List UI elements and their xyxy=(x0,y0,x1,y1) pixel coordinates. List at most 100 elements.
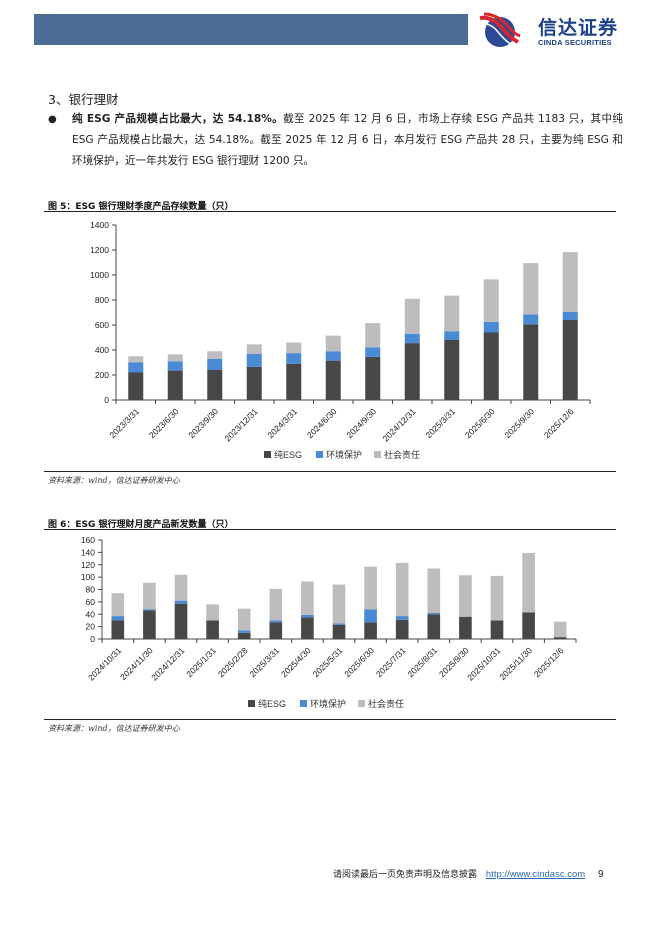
x-tick-label: 2025/5/31 xyxy=(311,645,345,679)
bar-segment-1 xyxy=(174,600,188,604)
y-tick-label: 1000 xyxy=(90,270,109,280)
bar-segment-0 xyxy=(364,622,377,639)
bar-segment-1 xyxy=(332,623,346,625)
bar-segment-2 xyxy=(522,552,535,613)
bullet-icon: ● xyxy=(48,114,57,125)
bar-segment-0 xyxy=(207,370,223,400)
bar-segment-2 xyxy=(427,568,441,614)
bar-segment-2 xyxy=(207,351,223,359)
y-tick-label: 160 xyxy=(81,535,95,545)
bar-segment-2 xyxy=(167,354,183,362)
figure-5-title: 图 5：ESG 银行理财季度产品存续数量（只） xyxy=(48,202,234,212)
website-link[interactable]: http://www.cindasc.com xyxy=(485,869,586,880)
bar-segment-2 xyxy=(128,356,144,363)
bar-segment-2 xyxy=(143,582,156,610)
figure-5-source: 资料来源：wind，信达证券研发中心 xyxy=(48,476,180,485)
bar-segment-0 xyxy=(111,620,125,639)
y-tick-label: 80 xyxy=(86,585,96,595)
legend-label: 社会责任 xyxy=(384,449,420,460)
legend-label: 环境保护 xyxy=(326,449,362,460)
figure-6-bottom-rule xyxy=(44,719,616,720)
figure-6-title: 图 6：ESG 银行理财月度产品新发数量（只） xyxy=(48,520,234,530)
bar-segment-2 xyxy=(459,575,472,617)
bar-segment-2 xyxy=(365,323,381,348)
figure-6-source: 资料来源：wind，信达证券研发中心 xyxy=(48,724,180,733)
bar-segment-1 xyxy=(364,609,377,623)
bar-segment-2 xyxy=(562,252,578,312)
legend-label: 纯ESG xyxy=(258,698,286,709)
y-tick-label: 400 xyxy=(95,345,109,355)
bar-segment-0 xyxy=(246,366,262,400)
y-tick-label: 200 xyxy=(95,370,109,380)
x-tick-label: 2025/2/28 xyxy=(216,645,250,679)
bar-segment-0 xyxy=(269,622,283,639)
figure-5-bottom-rule xyxy=(44,471,616,472)
bar-segment-2 xyxy=(246,344,262,354)
x-tick-label: 2023/12/31 xyxy=(223,406,260,443)
stacked-bar-chart: 0204060801001201401602024/10/312024/11/3… xyxy=(81,535,577,709)
x-tick-label: 2024/12/31 xyxy=(381,406,418,443)
bar-segment-1 xyxy=(246,353,262,367)
bar-segment-0 xyxy=(459,616,472,639)
y-tick-label: 800 xyxy=(95,295,109,305)
legend-swatch xyxy=(358,700,365,707)
bar-segment-1 xyxy=(523,314,539,325)
bar-segment-2 xyxy=(237,608,251,631)
bar-segment-2 xyxy=(364,566,377,610)
section-title: 3、银行理财 xyxy=(48,92,119,107)
bar-segment-1 xyxy=(269,620,283,623)
bar-segment-0 xyxy=(301,617,314,639)
figure-5-chart: 0 200 400 600 800 1000 1200 1400 2023/3/31 2023/6… xyxy=(44,214,616,464)
bar-segment-2 xyxy=(332,584,346,624)
disclaimer-text: 请阅读最后一页免责声明及信息披露 xyxy=(333,870,478,880)
y-tick-label: 20 xyxy=(86,622,96,632)
y-tick-label: 1400 xyxy=(90,220,109,230)
x-tick-label: 2025/6/30 xyxy=(342,645,376,679)
bar-segment-1 xyxy=(562,311,578,320)
x-tick-label: 2023/6/30 xyxy=(147,406,181,440)
bar-segment-0 xyxy=(143,610,156,639)
x-tick-label: 2025/11/30 xyxy=(497,645,534,682)
bar-segment-2 xyxy=(553,621,567,638)
bar-segment-2 xyxy=(404,298,420,334)
figure-6-top-rule xyxy=(44,529,616,530)
legend-label: 社会责任 xyxy=(368,698,404,709)
bar-segment-0 xyxy=(325,360,341,400)
bar-segment-0 xyxy=(553,637,567,639)
legend-swatch xyxy=(300,700,307,707)
y-tick-label: 120 xyxy=(81,560,95,570)
bar-segment-2 xyxy=(301,581,314,615)
bar-segment-0 xyxy=(523,324,539,400)
legend-swatch xyxy=(374,451,381,458)
brand-name-en: CINDA SECURITIES xyxy=(538,38,612,47)
x-tick-label: 2023/9/30 xyxy=(186,406,220,440)
bar-segment-2 xyxy=(483,279,499,322)
legend-swatch xyxy=(248,700,255,707)
x-tick-label: 2024/3/31 xyxy=(265,406,299,440)
figure-5-top-rule xyxy=(44,211,616,212)
bar-segment-0 xyxy=(444,340,460,400)
legend-swatch xyxy=(264,451,271,458)
y-tick-label: 60 xyxy=(86,597,96,607)
bar-segment-2 xyxy=(490,575,504,621)
bar-segment-0 xyxy=(332,624,346,639)
bar-segment-2 xyxy=(111,593,125,617)
y-tick-label: 100 xyxy=(81,572,95,582)
bar-segment-2 xyxy=(325,335,341,352)
stacked-bar-chart: 0 200 400 600 800 1000 1200 1400 2023/3/31 2023/6… xyxy=(90,220,591,460)
paragraph-lead: 纯 ESG 产品规模占比最大，达 54.18%。 xyxy=(72,113,284,125)
x-tick-label: 2025/6/30 xyxy=(463,406,497,440)
x-tick-label: 2025/4/30 xyxy=(279,645,313,679)
bar-segment-1 xyxy=(237,630,251,633)
bar-segment-0 xyxy=(490,620,504,639)
bar-segment-0 xyxy=(522,612,535,639)
bar-segment-1 xyxy=(325,351,341,361)
bar-segment-2 xyxy=(269,588,283,621)
x-tick-label: 2025/9/30 xyxy=(502,406,536,440)
y-tick-label: 40 xyxy=(86,609,96,619)
bar-segment-2 xyxy=(286,342,302,354)
bar-segment-0 xyxy=(427,614,441,639)
bar-segment-1 xyxy=(167,361,183,371)
x-tick-label: 2025/3/31 xyxy=(247,645,281,679)
y-tick-label: 1200 xyxy=(90,245,109,255)
